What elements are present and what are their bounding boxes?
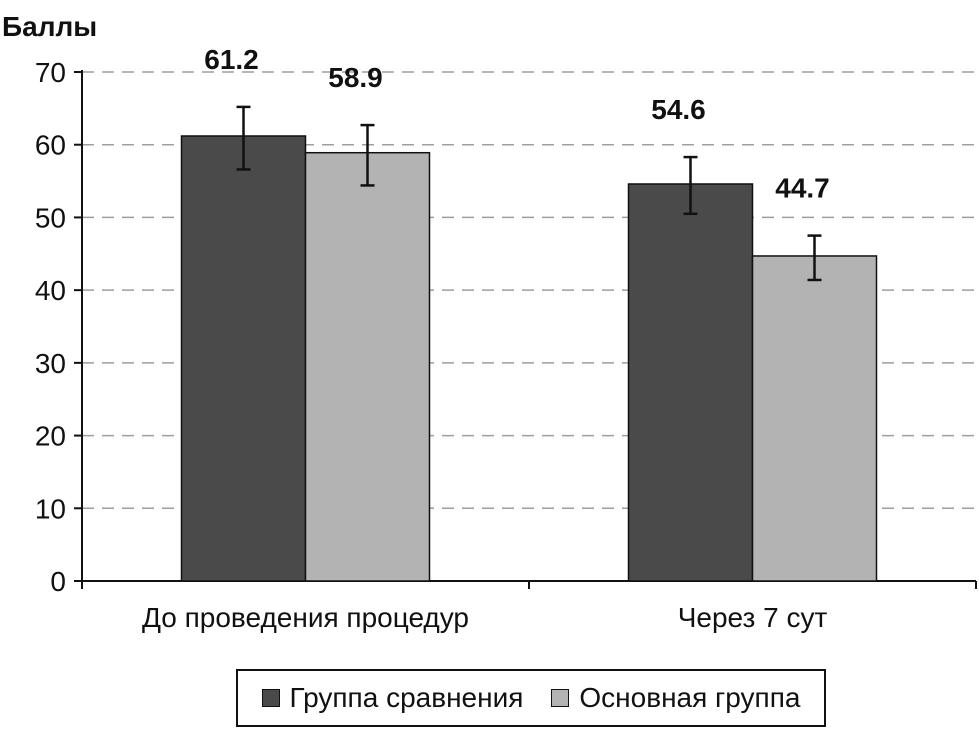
legend-item-main-group: Основная группа: [551, 682, 800, 714]
bar: [304, 151, 431, 582]
x-tick-label: Через 7 сут: [678, 602, 828, 633]
y-tick-label: 70: [35, 57, 66, 88]
y-tick-label: 40: [35, 275, 66, 306]
legend-label-main-group: Основная группа: [579, 682, 801, 713]
legend-swatch-comparison-group: [261, 689, 280, 707]
legend: Группа сравнения Основная группа: [236, 669, 826, 727]
y-tick-label: 30: [35, 348, 66, 379]
legend-item-comparison-group: Группа сравнения: [261, 682, 524, 714]
data-label: 61.2: [204, 44, 259, 75]
labels: 0 10 20 30 40 50 60 70 61.2 58.9 До проведения про…: [35, 44, 830, 633]
bar: [627, 183, 754, 582]
y-tick-label: 20: [35, 421, 66, 452]
legend-label-comparison-group: Группа сравнения: [289, 682, 524, 713]
data-label: 44.7: [775, 173, 830, 204]
legend-swatch-main-group: [551, 689, 570, 707]
y-tick-label: 50: [35, 202, 66, 233]
bar: [751, 255, 878, 582]
bar: [180, 135, 307, 582]
x-tick-label: До проведения процедур: [142, 602, 469, 633]
data-label: 54.6: [651, 94, 706, 125]
data-label: 58.9: [328, 62, 383, 93]
y-tick-label: 10: [35, 493, 66, 524]
bars: [180, 105, 878, 582]
y-tick-label: 0: [50, 566, 66, 597]
y-axis-label: Баллы: [2, 11, 97, 42]
y-tick-label: 60: [35, 130, 66, 161]
